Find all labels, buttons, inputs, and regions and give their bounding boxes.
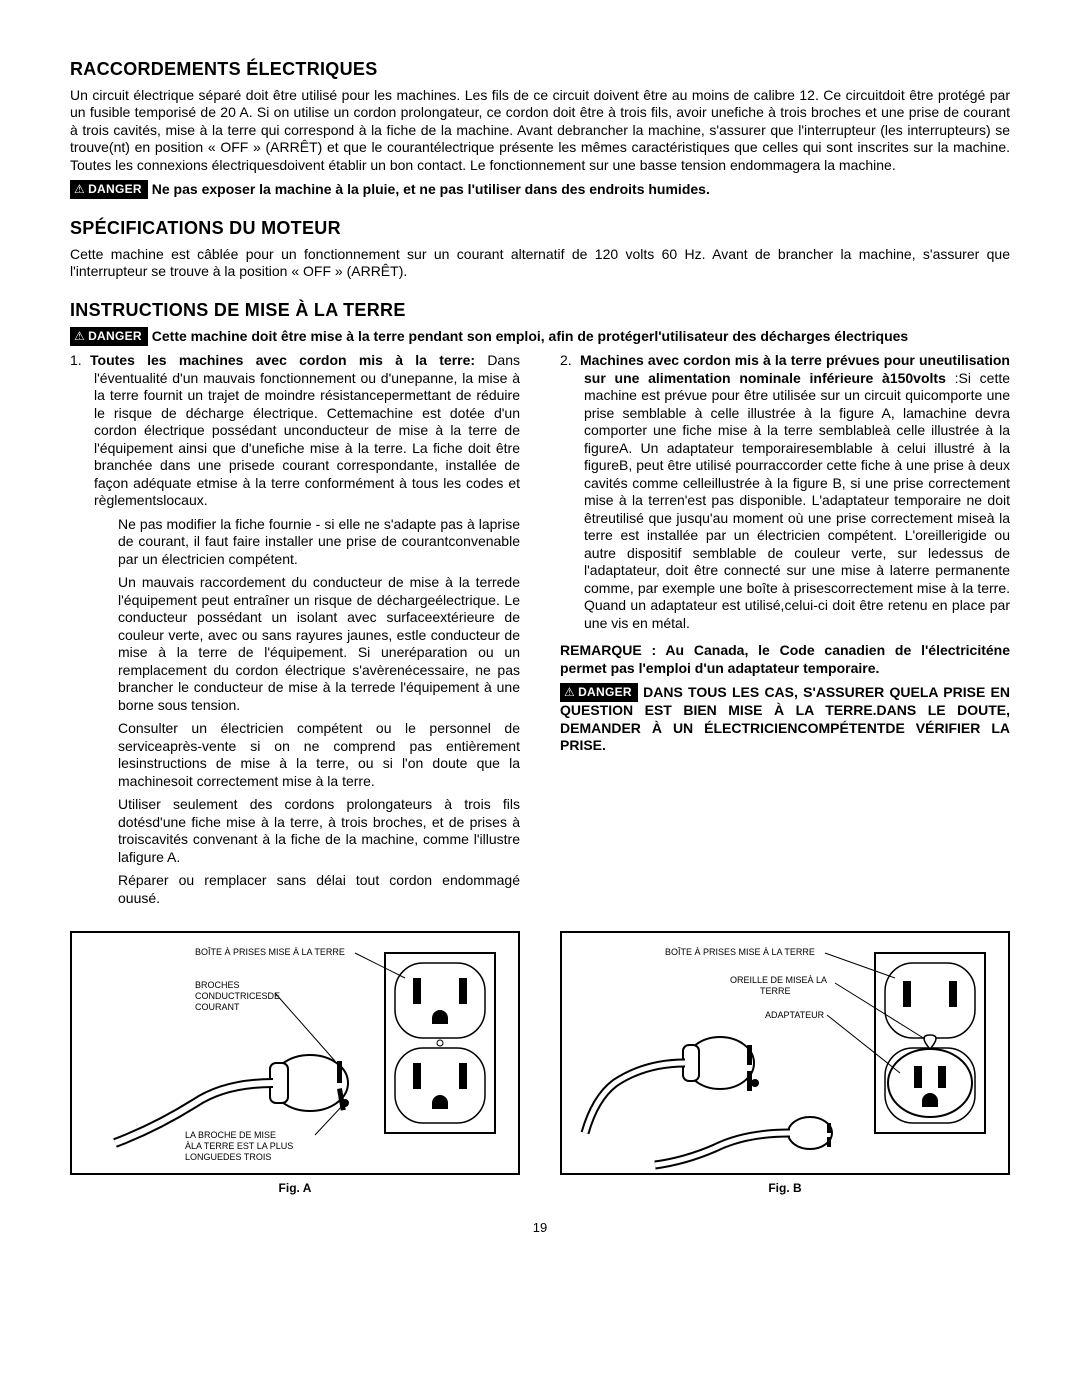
svg-text:BOÎTE À PRISES MISE À LA TERRE: BOÎTE À PRISES MISE À LA TERRE: [665, 947, 815, 957]
svg-text:ADAPTATEUR: ADAPTATEUR: [765, 1010, 825, 1020]
svg-text:LONGUEDES TROIS: LONGUEDES TROIS: [185, 1152, 271, 1162]
section-title-3: INSTRUCTIONS DE MISE À LA TERRE: [70, 299, 1010, 322]
section-body-1: Un circuit électrique séparé doit être u…: [70, 87, 1010, 175]
para: Un mauvais raccordement du conducteur de…: [94, 574, 520, 714]
danger-line-3: DANGER DANS TOUS LES CAS, S'ASSURER QUEL…: [560, 683, 1010, 755]
figure-b: BOÎTE À PRISES MISE À LA TERRE OREILLE D…: [560, 931, 1010, 1175]
section-title-1: RACCORDEMENTS ÉLECTRIQUES: [70, 58, 1010, 81]
danger-text-1: Ne pas exposer la machine à la pluie, et…: [152, 181, 710, 197]
svg-text:LA BROCHE DE MISE: LA BROCHE DE MISE: [185, 1130, 276, 1140]
svg-text:CONDUCTRICESDE: CONDUCTRICESDE: [195, 991, 280, 1001]
section-title-2: SPÉCIFICATIONS DU MOTEUR: [70, 217, 1010, 240]
list-item: 2.Machines avec cordon mis à la terre pr…: [560, 352, 1010, 632]
para: Réparer ou remplacer sans délai tout cor…: [94, 872, 520, 907]
figure-a: BOÎTE À PRISES MISE À LA TERRE BROCHES C…: [70, 931, 520, 1175]
left-column: 1.Toutes les machines avec cordon mis à …: [70, 352, 520, 913]
item1-head: Toutes les machines avec cordon mis à la…: [90, 352, 475, 368]
section-body-2: Cette machine est câblée pour un fonctio…: [70, 246, 1010, 281]
danger-icon: DANGER: [560, 683, 638, 702]
figA-label-top: BOÎTE À PRISES MISE À LA TERRE: [195, 947, 345, 957]
svg-text:OREILLE DE MISEÀ LA: OREILLE DE MISEÀ LA: [730, 975, 827, 985]
right-column: 2.Machines avec cordon mis à la terre pr…: [560, 352, 1010, 913]
figure-b-wrapper: BOÎTE À PRISES MISE À LA TERRE OREILLE D…: [560, 931, 1010, 1196]
figure-b-caption: Fig. B: [560, 1181, 1010, 1196]
svg-text:BROCHES: BROCHES: [195, 980, 240, 990]
item1-body: Dans l'éventualité d'un mauvais fonction…: [94, 352, 520, 508]
para: Consulter un électricien compétent ou le…: [94, 720, 520, 790]
danger-line-1: DANGER Ne pas exposer la machine à la pl…: [70, 180, 1010, 199]
svg-text:ÀLA TERRE EST LA PLUS: ÀLA TERRE EST LA PLUS: [185, 1141, 293, 1151]
remarque: REMARQUE : Au Canada, le Code canadien d…: [560, 642, 1010, 677]
figure-a-caption: Fig. A: [70, 1181, 520, 1196]
item2-body: :Si cette machine est prévue pour être u…: [584, 370, 1010, 631]
svg-text:TERRE: TERRE: [760, 986, 791, 996]
para: Utiliser seulement des cordons prolongat…: [94, 796, 520, 866]
list-item: 1.Toutes les machines avec cordon mis à …: [70, 352, 520, 907]
danger-text-2: Cette machine doit être mise à la terre …: [152, 328, 908, 344]
danger-icon: DANGER: [70, 327, 148, 346]
figure-a-wrapper: BOÎTE À PRISES MISE À LA TERRE BROCHES C…: [70, 931, 520, 1196]
page-number: 19: [70, 1220, 1010, 1236]
danger-icon: DANGER: [70, 180, 148, 199]
svg-text:COURANT: COURANT: [195, 1002, 240, 1012]
danger-line-2: DANGER Cette machine doit être mise à la…: [70, 327, 1010, 346]
para: Ne pas modifier la fiche fournie - si el…: [94, 516, 520, 569]
